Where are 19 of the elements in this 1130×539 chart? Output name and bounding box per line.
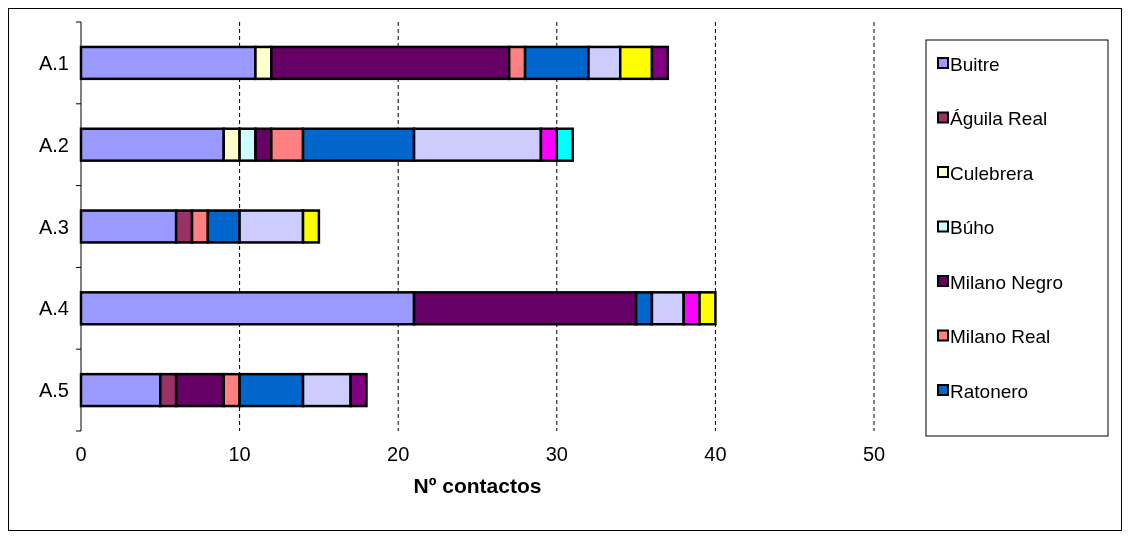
legend-label: Milano Negro	[950, 271, 1063, 293]
legend-label: Culebrera	[950, 162, 1034, 184]
x-tick-label: 10	[228, 443, 251, 465]
legend-label: Búho	[950, 217, 995, 239]
x-tick-label: 20	[387, 443, 410, 465]
y-tick-label: A.1	[38, 51, 69, 74]
x-axis-title: Nº contactos	[413, 474, 542, 497]
y-tick-label: A.3	[38, 215, 69, 238]
y-tick-label: A.5	[38, 379, 69, 402]
legend-label: Ratonero	[950, 380, 1029, 402]
x-tick-label: 50	[862, 443, 886, 465]
x-tick-label: 30	[545, 443, 568, 465]
y-tick-label: A.4	[38, 297, 69, 320]
legend-label: Buitre	[950, 53, 1000, 75]
x-tick-label: 0	[75, 443, 87, 465]
y-tick-label: A.2	[38, 133, 69, 156]
x-tick-label: 40	[704, 443, 727, 465]
legend-label: Águila Real	[950, 108, 1048, 130]
legend-label: Milano Real	[950, 326, 1051, 348]
